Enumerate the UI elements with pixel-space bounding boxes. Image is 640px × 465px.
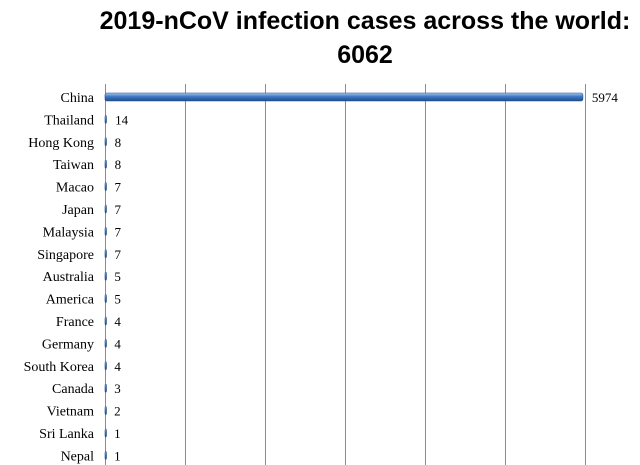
value-label: 3 bbox=[114, 381, 121, 396]
value-label: 7 bbox=[115, 224, 122, 239]
value-label: 4 bbox=[114, 336, 121, 351]
bar bbox=[104, 361, 107, 371]
bar bbox=[104, 271, 107, 281]
category-labels: China Thailand Hong Kong Taiwan Macao Japan Ma… bbox=[24, 91, 95, 464]
category-label: China bbox=[61, 91, 95, 106]
chart-title: 2019-nCoV infection cases across the wor… bbox=[99, 7, 631, 69]
category-label: South Korea bbox=[24, 360, 95, 375]
bar bbox=[104, 137, 107, 147]
bar bbox=[104, 339, 107, 348]
bar bbox=[104, 92, 584, 102]
bar bbox=[104, 383, 107, 393]
value-label: 7 bbox=[115, 247, 122, 262]
gridlines bbox=[105, 84, 586, 465]
bar bbox=[104, 227, 107, 236]
category-label: Japan bbox=[62, 203, 94, 218]
bar bbox=[104, 451, 107, 460]
value-label: 8 bbox=[115, 135, 122, 150]
category-label: Thailand bbox=[44, 113, 94, 128]
value-label: 4 bbox=[114, 314, 121, 329]
category-label: Canada bbox=[52, 382, 95, 397]
category-label: Vietnam bbox=[47, 405, 94, 420]
category-label: Singapore bbox=[37, 248, 94, 263]
value-label: 7 bbox=[115, 202, 122, 217]
value-label: 1 bbox=[114, 448, 121, 463]
value-label: 1 bbox=[114, 426, 121, 441]
bar bbox=[104, 182, 107, 191]
bar bbox=[104, 115, 107, 124]
value-labels: 5974 14 8 8 7 7 7 7 5 5 4 4 4 3 2 1 1 bbox=[114, 90, 618, 463]
category-label: Taiwan bbox=[53, 158, 94, 173]
bar bbox=[104, 204, 107, 214]
value-label: 2 bbox=[114, 404, 121, 419]
category-label: America bbox=[46, 293, 95, 308]
category-label: Australia bbox=[43, 270, 95, 285]
category-label: Malaysia bbox=[43, 225, 95, 240]
category-label: Sri Lanka bbox=[39, 427, 95, 442]
value-label: 5 bbox=[114, 292, 121, 307]
bar bbox=[104, 428, 107, 438]
category-label: France bbox=[56, 315, 94, 330]
bar bbox=[104, 316, 107, 326]
bar bbox=[104, 294, 107, 303]
value-label: 8 bbox=[115, 157, 122, 172]
category-label: Nepal bbox=[61, 449, 95, 464]
bars bbox=[104, 92, 584, 460]
value-label: 5974 bbox=[592, 90, 619, 105]
category-label: Hong Kong bbox=[28, 136, 94, 151]
value-label: 7 bbox=[115, 180, 122, 195]
category-label: Macao bbox=[56, 181, 94, 196]
value-label: 14 bbox=[115, 112, 128, 127]
value-label: 4 bbox=[114, 359, 121, 374]
value-label: 5 bbox=[114, 269, 121, 284]
bar bbox=[104, 159, 107, 169]
bar bbox=[104, 406, 107, 415]
category-label: Germany bbox=[42, 337, 94, 352]
bar bbox=[104, 249, 107, 259]
